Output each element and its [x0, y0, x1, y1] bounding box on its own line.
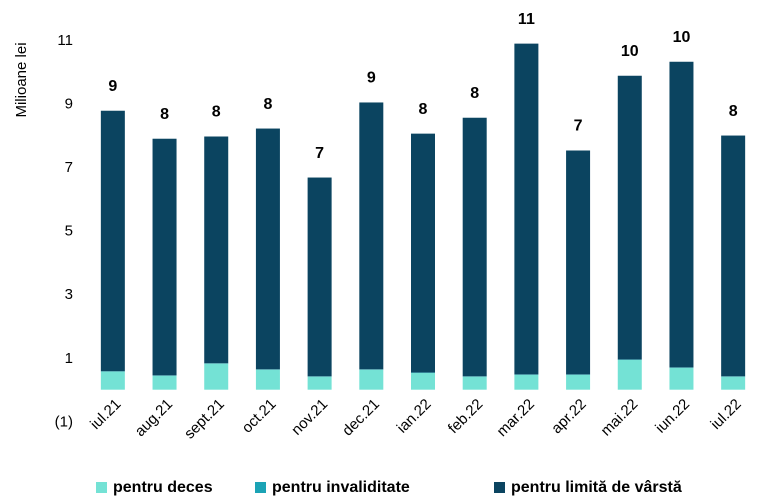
bar-segment	[462, 117, 487, 377]
bar-segment	[721, 376, 746, 390]
legend-label: pentru deces	[113, 479, 213, 496]
bar-segment	[462, 376, 487, 390]
y-axis-label: Milioane lei	[13, 42, 30, 117]
total-label: 8	[160, 106, 169, 123]
bar-segment	[307, 177, 332, 377]
bar-segment	[152, 375, 177, 390]
bar-segment	[566, 374, 591, 390]
total-label: 8	[212, 104, 221, 121]
bar-segment	[411, 133, 435, 373]
bar-segment	[566, 150, 591, 375]
x-tick-label: sept.21	[181, 396, 228, 443]
total-label: 8	[419, 101, 428, 118]
bar-segment	[307, 376, 332, 390]
x-tick-label: ian.22	[394, 396, 435, 437]
x-tick-label: dec.21	[339, 396, 383, 440]
x-tick-label: iul.21	[87, 396, 124, 433]
bar-segment	[359, 102, 384, 370]
total-label: 9	[367, 70, 376, 87]
bar-segment	[204, 363, 229, 390]
legend-label: pentru invaliditate	[272, 479, 410, 496]
bar-segment	[669, 367, 694, 390]
total-label: 8	[263, 96, 272, 113]
bar-segment	[204, 136, 229, 364]
y-tick-label: 9	[65, 95, 73, 112]
bar-segment	[514, 43, 539, 375]
bar-segment	[411, 372, 435, 390]
total-label: 10	[621, 43, 639, 60]
bar-segment	[152, 138, 177, 376]
total-label: 11	[518, 11, 535, 28]
y-tick-label: 5	[65, 223, 73, 240]
x-tick-label: feb.22	[445, 396, 487, 438]
bar-segment	[255, 369, 280, 390]
bar-segment	[721, 135, 746, 377]
bar-segment	[359, 369, 384, 390]
x-tick-label: nov.21	[288, 396, 331, 439]
total-label: 10	[673, 29, 691, 46]
x-tick-label: aug.21	[132, 396, 176, 440]
bar-segment	[100, 371, 125, 390]
bar-segment	[617, 359, 642, 390]
total-label: 8	[470, 85, 479, 102]
total-label: 7	[574, 118, 583, 135]
x-tick-label: oct.21	[239, 396, 280, 437]
bar-segment	[617, 75, 642, 360]
total-label: 8	[729, 103, 738, 120]
x-tick-label: apr.22	[548, 396, 590, 438]
y-tick-label: 1	[65, 350, 73, 367]
y-tick-label: 7	[65, 159, 73, 176]
x-tick-label: mai.22	[598, 396, 642, 440]
bar-segment	[100, 110, 125, 372]
legend-swatch	[96, 482, 107, 493]
x-tick-label: mar.22	[494, 396, 538, 440]
bar-segment	[514, 374, 539, 390]
y-tick-label: 3	[65, 286, 73, 303]
x-tick-label: iul.22	[707, 396, 744, 433]
total-label: 9	[108, 78, 117, 95]
legend-swatch	[494, 482, 505, 493]
legend-label: pentru limită de vârstă	[511, 479, 682, 496]
bar-segment	[669, 61, 694, 368]
total-label: 7	[315, 145, 324, 162]
bar-segment	[255, 128, 280, 370]
y-tick-label: (1)	[55, 413, 73, 430]
y-tick-label: 11	[57, 32, 73, 49]
x-tick-label: iun.22	[652, 396, 693, 437]
legend-swatch	[255, 482, 266, 493]
